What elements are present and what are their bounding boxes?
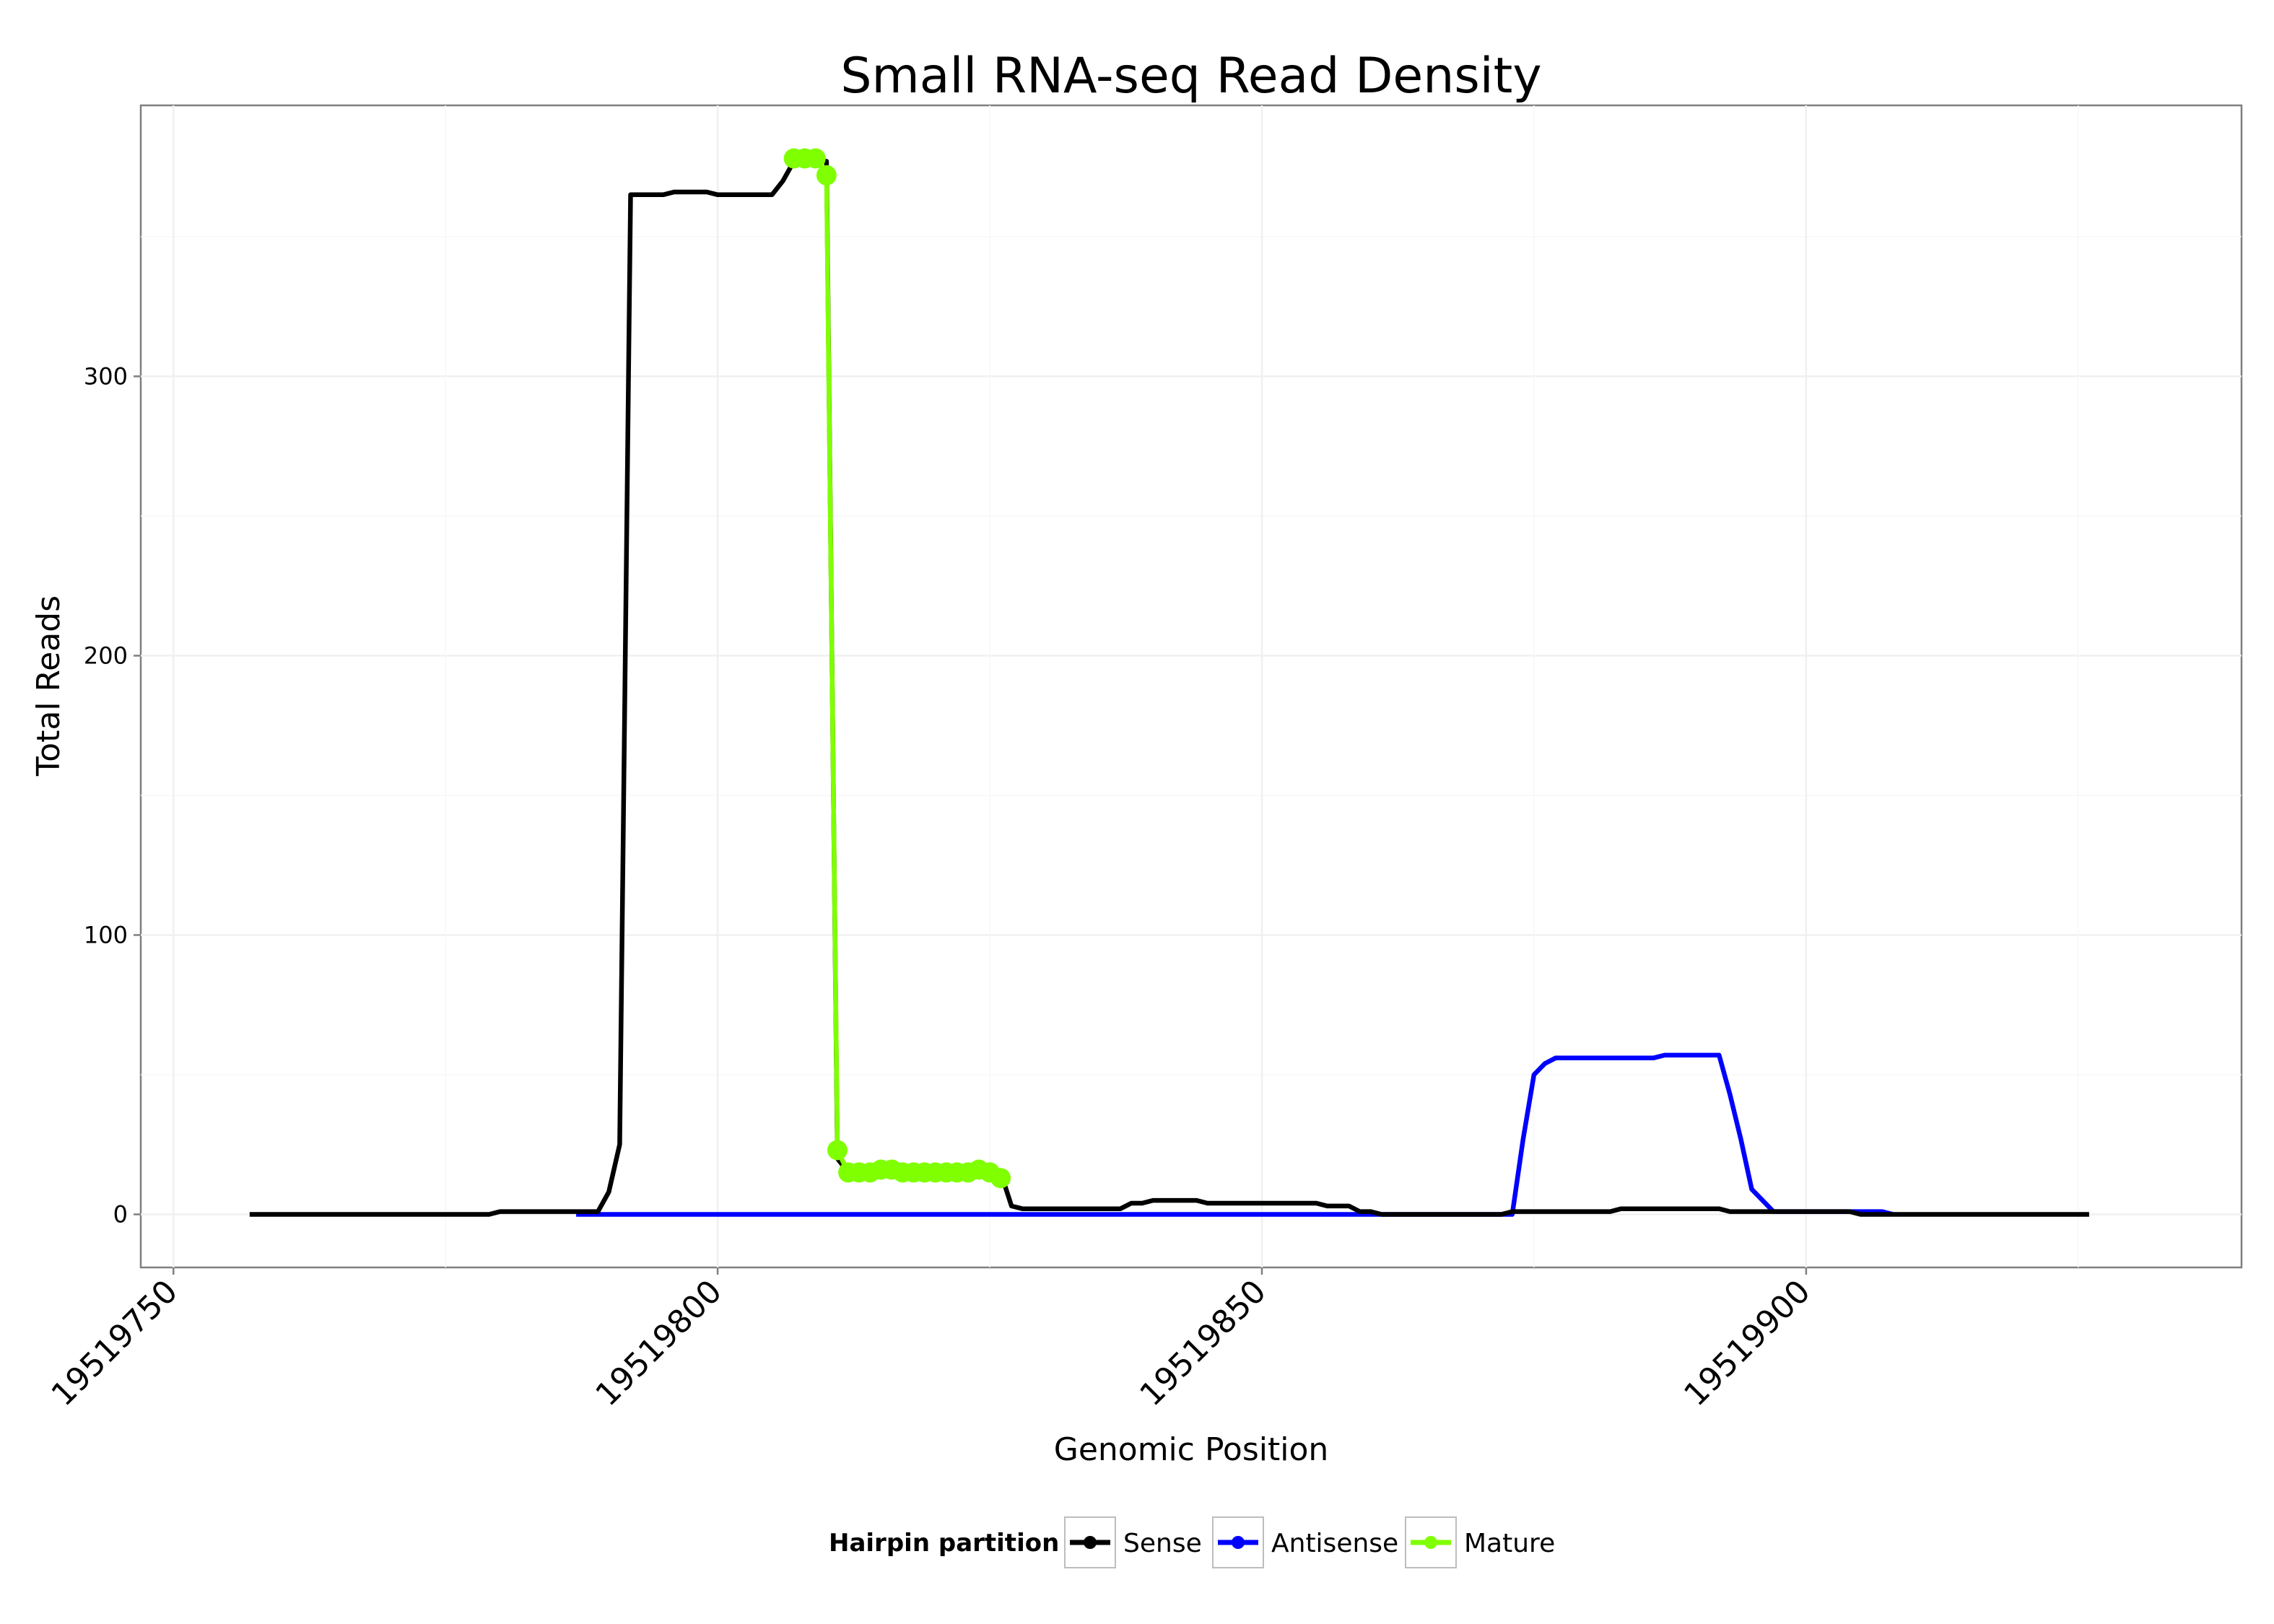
x-axis: 19519750 19519800 19519850 19519900: [45, 1267, 1818, 1413]
legend-item-mature: Mature: [1405, 1516, 1555, 1568]
series-layer: [249, 148, 2089, 1217]
data-point-mature: [827, 1140, 848, 1161]
x-axis-title: Genomic Position: [1054, 1431, 1329, 1468]
x-tick-label: 19519750: [45, 1273, 185, 1413]
x-tick-label: 19519850: [1133, 1273, 1273, 1413]
y-tick-label: 200: [84, 642, 128, 669]
legend-item-sense: Sense: [1064, 1516, 1202, 1568]
data-point-mature: [816, 165, 837, 185]
data-point-mature: [805, 148, 826, 169]
panel-background: [139, 104, 2243, 1269]
series-line-sense: [249, 159, 2089, 1217]
y-tick-label: 100: [84, 921, 128, 948]
legend-point-sense: [1084, 1536, 1097, 1549]
y-tick-label: 300: [84, 362, 128, 390]
y-tick-label: 0: [113, 1200, 128, 1228]
y-axis-title: Total Reads: [30, 595, 67, 777]
legend-label-mature: Mature: [1464, 1529, 1555, 1558]
data-point-mature: [990, 1168, 1011, 1189]
legend-label-sense: Sense: [1123, 1529, 1202, 1558]
legend-point-mature: [1424, 1536, 1437, 1549]
legend-label-antisense: Antisense: [1271, 1529, 1398, 1558]
legend-item-antisense: Antisense: [1212, 1516, 1398, 1568]
legend-title: Hairpin partition: [829, 1529, 1059, 1558]
chart-title: Small RNA-seq Read Density: [840, 48, 1541, 105]
legend: Hairpin partition Sense Antisense Mature: [829, 1516, 1555, 1568]
series-line-antisense: [576, 1052, 1894, 1217]
legend-point-antisense: [1232, 1536, 1245, 1549]
y-axis: 0 100 200 300: [84, 362, 141, 1228]
plot-panel: [139, 104, 2243, 1269]
x-tick-label: 19519900: [1677, 1273, 1817, 1413]
x-tick-label: 19519800: [588, 1273, 728, 1413]
